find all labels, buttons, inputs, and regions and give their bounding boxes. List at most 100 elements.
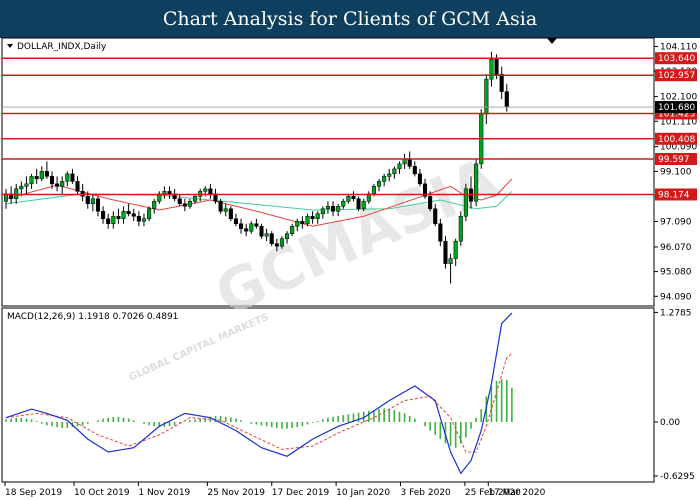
candle-body (126, 211, 131, 215)
candle-body (70, 173, 75, 182)
date-tick-label: 10 Oct 2019 (74, 488, 130, 498)
candle-body (223, 208, 228, 212)
watermark-brand: GCMASIA (206, 144, 509, 329)
candle-body (147, 208, 152, 219)
dropdown-arrow-icon[interactable] (7, 44, 13, 48)
candle-body (141, 218, 147, 222)
candle-body (484, 78, 489, 115)
candle-body (356, 198, 361, 210)
shift-marker-icon (547, 38, 557, 44)
chart-frame (1, 37, 655, 483)
candle-body (187, 201, 193, 207)
candle-body (346, 196, 351, 202)
price-panel-border (1, 37, 655, 307)
candle-body (499, 73, 504, 92)
candle-body (121, 211, 126, 219)
candle-body (315, 213, 320, 219)
candle-body (474, 163, 479, 202)
instrument-label: DOLLAR_INDX,Daily (17, 42, 107, 52)
signal-line (5, 353, 513, 453)
candle-body (361, 201, 366, 210)
price-tick-label: 94.090 (660, 292, 692, 302)
page-title: Chart Analysis for Clients of GCM Asia (162, 8, 538, 30)
candle-body (443, 240, 448, 264)
watermark-sub: GLOBAL CAPITAL MARKETS (127, 312, 270, 384)
candle-body (504, 91, 509, 107)
level-badge-label: 98.174 (658, 190, 690, 200)
candle-body (208, 188, 213, 195)
candle-body (162, 191, 167, 195)
candle-body (351, 196, 356, 200)
candle-body (244, 228, 249, 232)
date-tick-label: 10 Jan 2020 (336, 488, 390, 498)
candle-body (259, 225, 264, 237)
candle-body (24, 183, 29, 187)
candle-body (218, 201, 223, 212)
level-badge (655, 188, 697, 201)
macd-tick-label: 1.2785 (660, 308, 692, 318)
level-badge (655, 132, 697, 145)
candle-body (55, 183, 60, 187)
candle-body (19, 186, 24, 190)
date-tick-label: 17 Mar 2020 (488, 488, 545, 498)
candle-body (371, 186, 376, 195)
level-badge-label: 100.408 (658, 135, 695, 145)
watermark: GCMASIA GLOBAL CAPITAL MARKETS (127, 144, 508, 383)
candle-body (85, 196, 90, 205)
macd-panel-border (1, 307, 655, 483)
candle-body (131, 213, 136, 217)
macd-panel-content: 1.2785 0.00 -0.6295 (5, 308, 695, 482)
candle-body (448, 258, 453, 264)
level-badge (655, 152, 697, 165)
candle-body (458, 216, 463, 242)
candle-body (330, 206, 336, 212)
candle-body (310, 216, 315, 219)
candle-body (75, 181, 80, 192)
candle-body (433, 208, 438, 224)
candle-body (397, 163, 402, 170)
candle-body (376, 181, 382, 187)
date-tick-label: 25 Feb 2020 (465, 488, 521, 498)
candle-body (412, 166, 417, 175)
price-tick-label: 102.100 (660, 93, 697, 103)
candle-body (300, 220, 305, 224)
candle-body (264, 233, 269, 237)
price-levels: 103.640 102.957 101.423 100.408 99.597 98.174… (2, 52, 697, 201)
candle-body (177, 198, 182, 205)
candle-body (325, 206, 330, 210)
candle-body (274, 243, 279, 247)
fast-moving-average-line (5, 178, 513, 227)
candle-body (239, 223, 244, 229)
candle-body (49, 176, 55, 185)
candle-body (392, 168, 397, 175)
macd-tick-label: -0.6295 (660, 472, 695, 482)
level-badge-label: 102.957 (658, 71, 695, 81)
candle-body (407, 158, 412, 167)
level-badge (655, 52, 697, 65)
macd-tick-label: 0.00 (660, 418, 680, 428)
candle-body (290, 225, 295, 234)
candle-body (233, 218, 238, 224)
candle-body (489, 58, 494, 80)
candle-body (428, 196, 433, 210)
price-tick-label: 99.100 (660, 167, 692, 177)
date-axis: 18 Sep 2019 10 Oct 2019 1 Nov 2019 25 Nov 2… (4, 482, 546, 498)
candle-body (95, 198, 101, 212)
candle-body (29, 176, 34, 185)
candle-body (341, 201, 346, 207)
candle-body (320, 208, 325, 215)
price-tick-label: 101.110 (660, 117, 697, 127)
level-badge (655, 69, 697, 82)
date-tick-label: 3 Feb 2020 (401, 488, 452, 498)
candle-body (453, 240, 458, 259)
candle-body (167, 191, 172, 195)
candle-body (228, 208, 233, 219)
candle-body (279, 238, 284, 247)
candle-body (422, 183, 428, 197)
candle-body (111, 216, 116, 224)
level-badge-label: 101.423 (658, 109, 695, 119)
candle-body (65, 173, 70, 182)
candle-body (463, 188, 468, 217)
candle-body (305, 216, 310, 224)
